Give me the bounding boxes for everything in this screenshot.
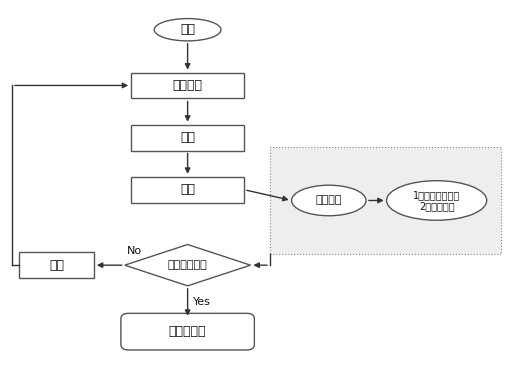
Text: 初始种群: 初始种群 (173, 79, 202, 92)
Ellipse shape (292, 185, 366, 216)
Bar (20, 252, 94, 278)
Text: No: No (127, 246, 142, 256)
Bar (270, 147, 501, 254)
Text: 输出最优解: 输出最优解 (169, 325, 207, 338)
FancyBboxPatch shape (121, 313, 254, 350)
Ellipse shape (154, 19, 221, 41)
Text: 1、液电系统模型
2、控制策略: 1、液电系统模型 2、控制策略 (413, 190, 460, 211)
Text: 运行工况: 运行工况 (316, 196, 342, 205)
Text: Yes: Yes (193, 297, 211, 307)
Bar (131, 124, 244, 150)
Bar (131, 177, 244, 203)
Text: 满足终止条件: 满足终止条件 (168, 260, 208, 270)
Text: 选择: 选择 (49, 259, 64, 272)
Text: 开始: 开始 (180, 23, 195, 36)
Ellipse shape (387, 181, 487, 220)
Polygon shape (125, 245, 251, 286)
Text: 变异: 变异 (180, 183, 195, 196)
Text: 交叉: 交叉 (180, 131, 195, 144)
Bar (131, 73, 244, 99)
